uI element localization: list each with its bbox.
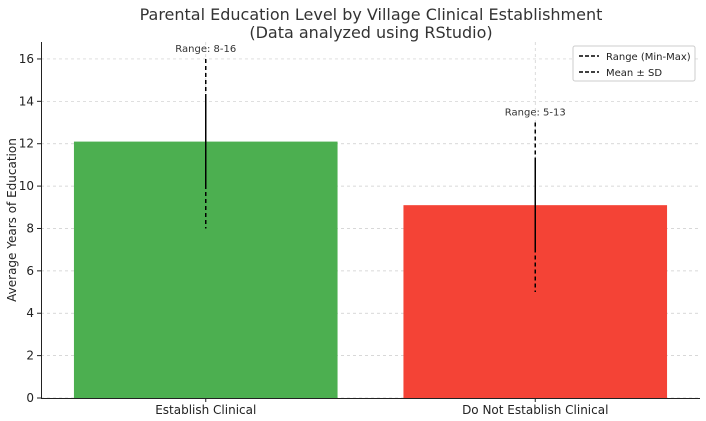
legend-mean-sd-label: Mean ± SD xyxy=(606,68,662,79)
y-tick-label: 14 xyxy=(19,94,34,108)
legend-range-label: Range (Min-Max) xyxy=(606,52,691,63)
range-annotation: Range: 5-13 xyxy=(505,108,566,119)
axes xyxy=(41,42,700,399)
error-bars xyxy=(205,58,536,293)
chart-title: Parental Education Level by Village Clin… xyxy=(140,5,603,24)
legend: Range (Min-Max) Mean ± SD xyxy=(572,45,696,82)
y-axis-label: Average Years of Education xyxy=(5,138,19,302)
y-ticks: 0 2 4 6 8 10 12 14 16 xyxy=(19,52,41,405)
legend-box xyxy=(572,45,696,82)
y-tick-label: 8 xyxy=(26,221,34,235)
chart-subtitle: (Data analyzed using RStudio) xyxy=(249,23,492,42)
range-annotation: Range: 8-16 xyxy=(175,44,236,55)
x-tick-label: Do Not Establish Clinical xyxy=(462,403,608,417)
y-tick-label: 0 xyxy=(26,391,34,405)
y-tick-label: 6 xyxy=(26,264,34,278)
x-ticks: Establish Clinical Do Not Establish Clini… xyxy=(155,398,608,417)
y-tick-label: 4 xyxy=(26,306,34,320)
y-tick-label: 16 xyxy=(19,52,34,66)
y-tick-label: 2 xyxy=(26,349,34,363)
y-tick-label: 12 xyxy=(19,137,34,151)
bars xyxy=(73,141,668,398)
annotations: Range: 8-16 Range: 5-13 xyxy=(175,44,565,119)
y-tick-label: 10 xyxy=(19,179,34,193)
x-tick-label: Establish Clinical xyxy=(155,403,256,417)
